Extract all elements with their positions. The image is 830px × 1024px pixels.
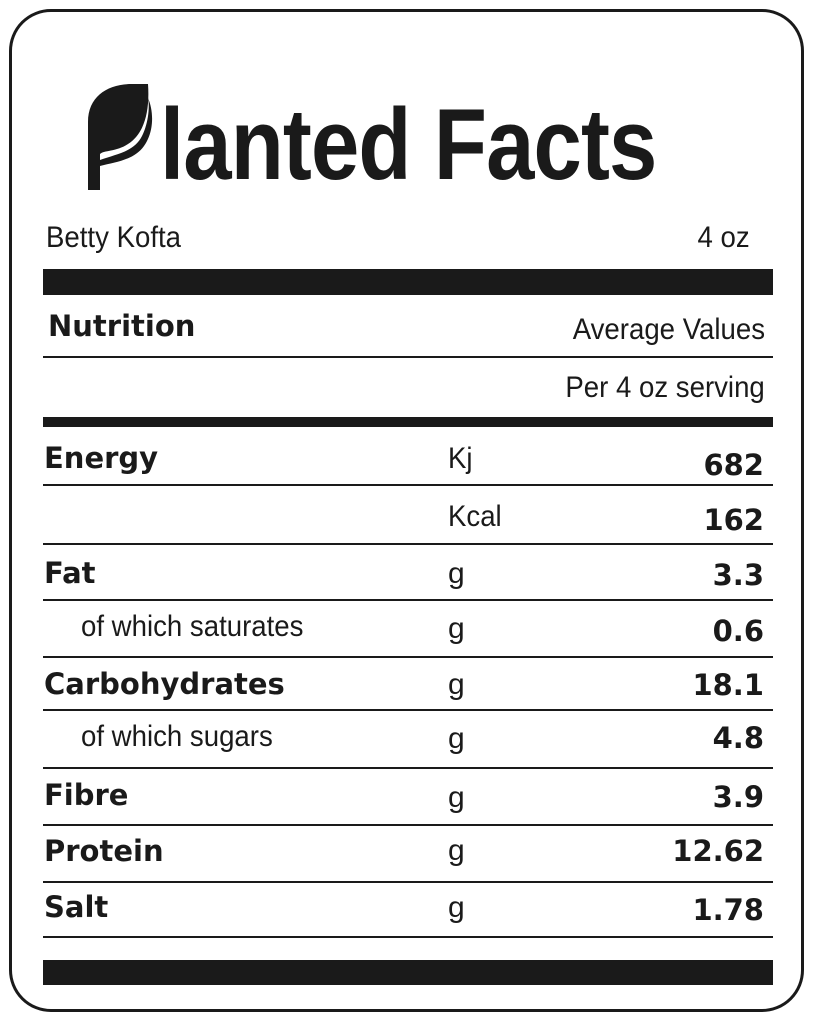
row-name: of which sugars <box>81 720 273 753</box>
row-value: 0.6 <box>712 614 764 648</box>
row-divider <box>43 484 773 486</box>
divider-thick-bottom <box>43 960 773 985</box>
row-unit: g <box>448 834 465 867</box>
serving-heading: Per 4 oz serving <box>565 371 765 404</box>
row-unit: Kj <box>448 442 473 475</box>
row-name: Protein <box>44 834 164 868</box>
row-value: 12.62 <box>672 834 764 868</box>
values-heading: Average Values <box>572 313 765 346</box>
label-border <box>9 9 804 1012</box>
divider-thick <box>43 417 773 427</box>
row-unit: g <box>448 891 465 924</box>
section-heading: Nutrition <box>48 309 196 343</box>
row-divider <box>43 767 773 769</box>
row-divider <box>43 709 773 711</box>
row-unit: g <box>448 668 465 701</box>
row-unit: g <box>448 557 465 590</box>
row-divider <box>43 543 773 545</box>
divider <box>43 356 773 358</box>
row-value: 1.78 <box>692 893 764 927</box>
row-divider <box>43 881 773 883</box>
row-value: 682 <box>703 448 764 482</box>
row-value: 18.1 <box>692 668 764 702</box>
leaf-p-icon <box>88 84 153 190</box>
row-name: Fat <box>44 556 96 590</box>
row-divider <box>43 599 773 601</box>
row-name: Carbohydrates <box>44 667 285 701</box>
row-unit: Kcal <box>448 500 502 533</box>
product-name: Betty Kofta <box>46 221 182 254</box>
row-name: of which saturates <box>81 610 304 643</box>
row-unit: g <box>448 781 465 814</box>
title-text: lanted Facts <box>160 89 657 201</box>
row-value: 162 <box>703 503 764 537</box>
label-title: lanted Facts <box>86 70 737 196</box>
row-name: Salt <box>44 890 109 924</box>
row-unit: g <box>448 722 465 755</box>
row-unit: g <box>448 612 465 645</box>
row-value: 3.9 <box>712 780 764 814</box>
row-divider <box>43 824 773 826</box>
row-divider <box>43 936 773 938</box>
row-name: Fibre <box>44 778 129 812</box>
row-name: Energy <box>44 441 159 475</box>
product-size: 4 oz <box>697 221 750 254</box>
row-divider <box>43 656 773 658</box>
row-value: 4.8 <box>712 721 764 755</box>
row-value: 3.3 <box>712 558 764 592</box>
divider-thick <box>43 269 773 295</box>
